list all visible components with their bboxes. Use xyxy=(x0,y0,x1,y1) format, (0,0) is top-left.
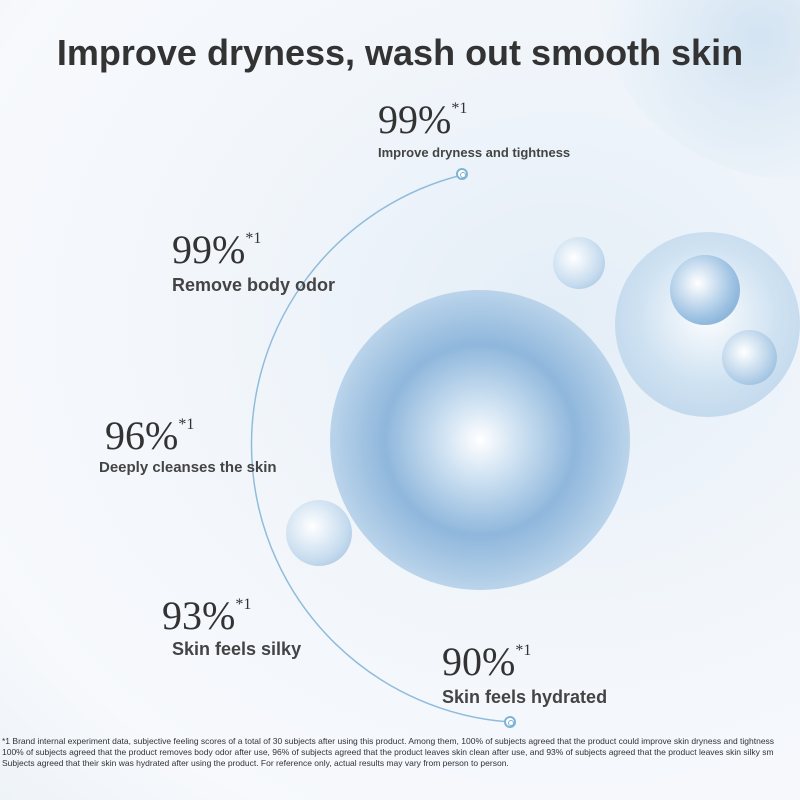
stat-note: *1 xyxy=(245,230,262,247)
stat-percent: 96% xyxy=(105,413,179,458)
arc-bottom-node-icon xyxy=(504,716,516,728)
footnotes: *1 Brand internal experiment data, subje… xyxy=(0,736,798,769)
stat-label: Skin feels hydrated xyxy=(442,687,608,707)
small-bubble-image xyxy=(670,255,740,325)
large-bubble-image xyxy=(330,290,630,590)
stat-percent: 93% xyxy=(162,593,236,638)
stat-percent: 99% xyxy=(378,97,452,142)
stat-improve-dryness: 99%*1 Improve dryness and tightness xyxy=(378,96,570,160)
stat-percent: 90% xyxy=(442,639,516,684)
footnote-line: *1 Brand internal experiment data, subje… xyxy=(2,736,775,746)
stat-label: Remove body odor xyxy=(172,275,336,295)
page-title: Improve dryness, wash out smooth skin xyxy=(56,32,744,73)
small-bubble-image xyxy=(553,237,605,289)
stat-deep-cleanse: 96%*1 Deeply cleanses the skin xyxy=(99,412,277,476)
footnote-line: Subjects agreed that their skin was hydr… xyxy=(2,758,509,768)
stat-label: Skin feels silky xyxy=(172,639,302,659)
stat-silky: 93%*1 Skin feels silky xyxy=(162,592,301,660)
stat-label: Improve dryness and tightness xyxy=(378,145,571,160)
stat-body-odor: 99%*1 Remove body odor xyxy=(172,226,335,296)
stat-note: *1 xyxy=(515,642,532,659)
stat-percent: 99% xyxy=(172,227,246,272)
footnote-line: 100% of subjects agreed that the product… xyxy=(2,747,774,757)
stat-note: *1 xyxy=(178,416,195,433)
stat-note: *1 xyxy=(451,100,468,117)
stat-hydrated: 90%*1 Skin feels hydrated xyxy=(442,638,607,708)
arc-top-node-icon xyxy=(456,168,468,180)
small-bubble-image xyxy=(722,330,777,385)
small-bubble-image xyxy=(286,500,352,566)
arc-path xyxy=(250,174,511,723)
stat-label: Deeply cleanses the skin xyxy=(99,459,277,476)
stat-note: *1 xyxy=(235,596,252,613)
